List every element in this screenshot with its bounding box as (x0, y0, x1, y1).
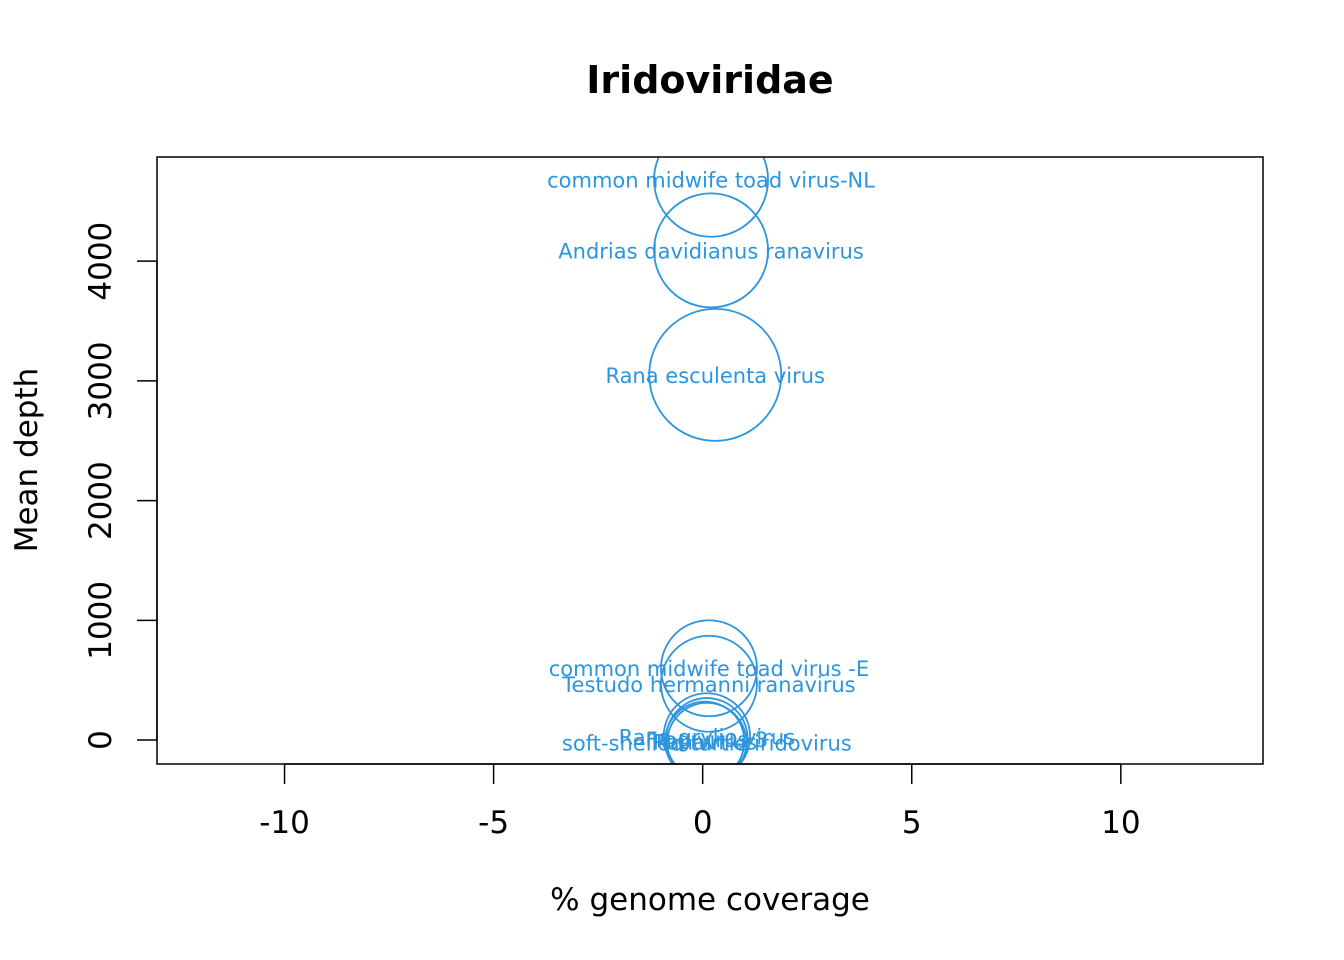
x-tick-label: 5 (902, 805, 922, 841)
x-tick-label: 10 (1101, 805, 1140, 841)
data-point-label: common midwife toad virus-NL (547, 169, 875, 193)
data-point-label: Testudo hermanni ranavirus (561, 673, 855, 697)
chart-title: Iridoviridae (586, 58, 833, 102)
data-point (653, 157, 769, 238)
data-point-label: Rana esculenta virus (605, 364, 825, 388)
x-axis: -10 -5 0 5 10 (259, 763, 1141, 841)
y-axis-label: Mean depth (9, 368, 45, 553)
y-axis: 0 1000 2000 3000 4000 (83, 222, 158, 750)
y-tick-label: 3000 (83, 341, 119, 420)
data-point (660, 634, 758, 733)
data-point-label: Andrias davidianus ranavirus (558, 239, 864, 263)
x-axis-label: % genome coverage (550, 882, 870, 918)
data-point (660, 619, 758, 718)
points-layer: common midwife toad virus-NL Andrias davi… (547, 157, 875, 764)
data-point (666, 701, 748, 764)
x-tick-label: -5 (478, 805, 509, 841)
data-point-label: Ranavirus (653, 730, 757, 754)
y-tick-label: 4000 (83, 222, 119, 301)
x-tick-label: 0 (693, 805, 713, 841)
data-point-label: Rana grylio virus (619, 725, 796, 749)
data-point (664, 700, 746, 764)
data-point (653, 192, 769, 309)
x-tick-label: -10 (259, 805, 310, 841)
y-tick-label: 1000 (83, 581, 119, 660)
data-point-label: Frog virus 3 (645, 728, 768, 752)
y-tick-label: 2000 (83, 461, 119, 540)
data-point (648, 307, 783, 442)
data-point-label: soft-shelled turtle iridovirus (562, 731, 852, 755)
y-tick-label: 0 (83, 730, 119, 750)
data-point (662, 692, 751, 764)
data-point-label: common midwife toad virus -E (549, 657, 869, 681)
